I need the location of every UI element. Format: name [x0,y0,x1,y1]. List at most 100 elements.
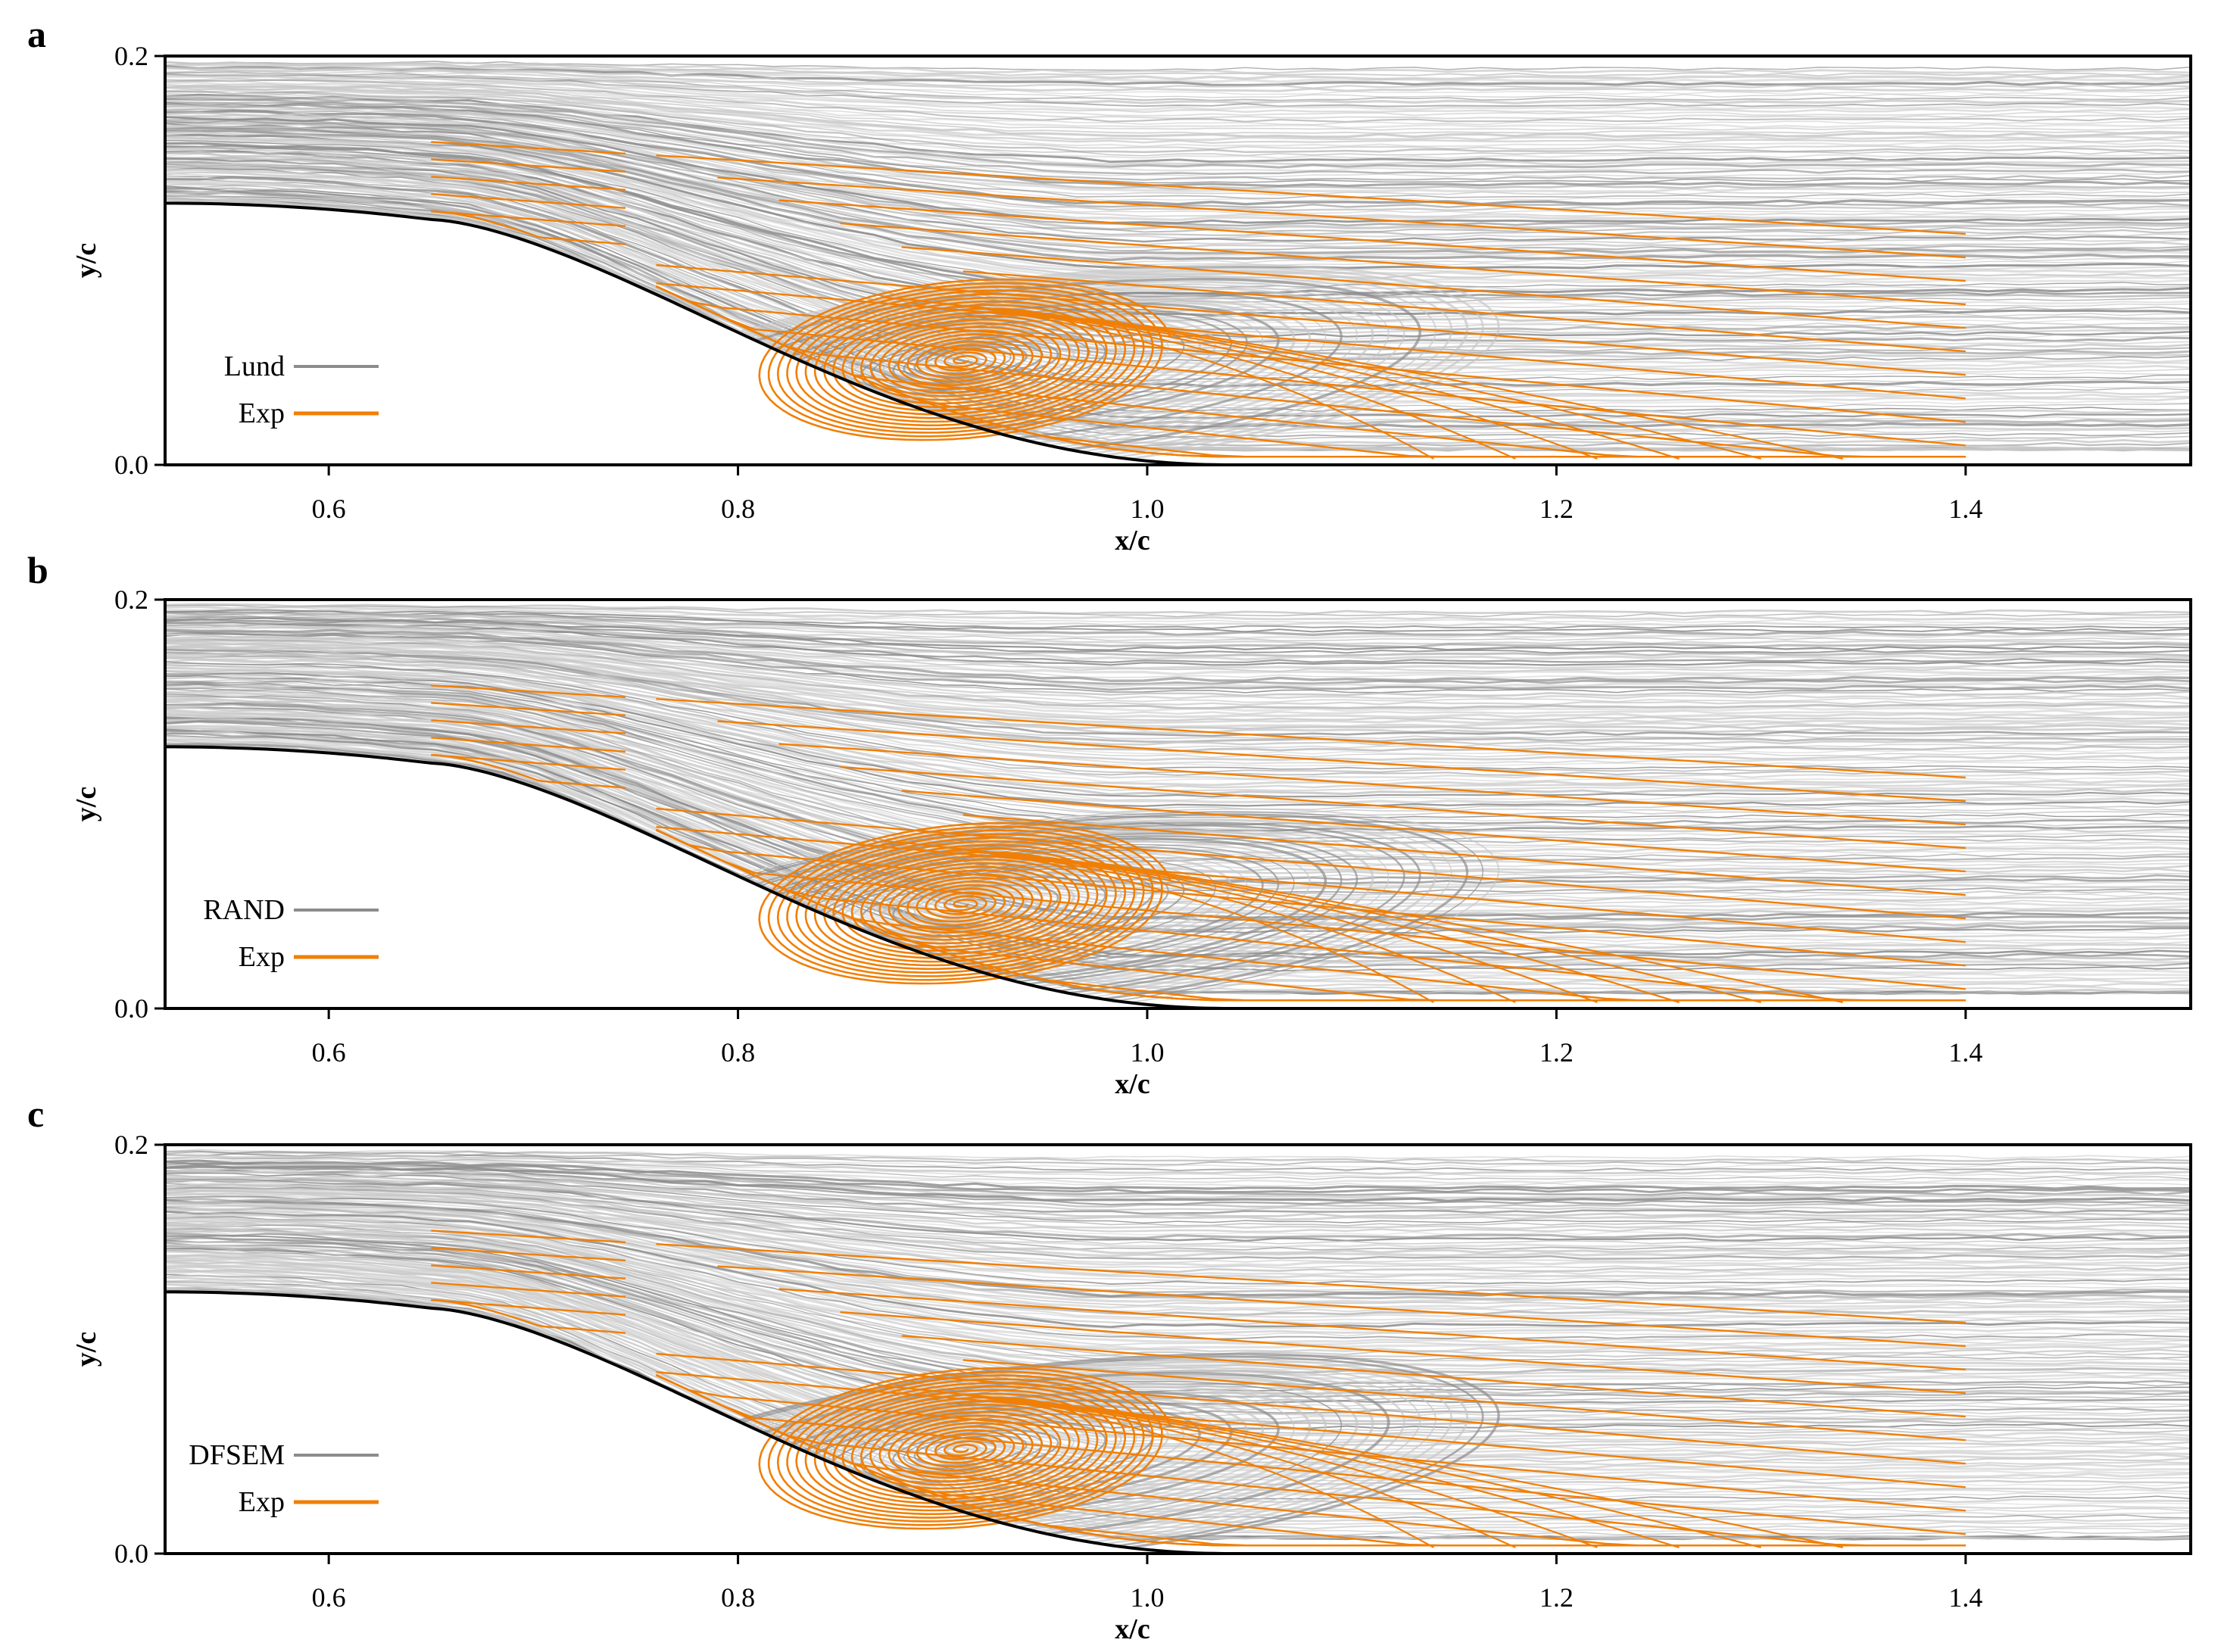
sim-streamline [165,89,2191,150]
exp-streamline [431,210,626,245]
y-axis-label: y/c [70,1332,102,1367]
x-tick-label: 0.8 [721,1582,755,1613]
plot-area [165,1149,2191,1554]
sim-streamline [165,114,2191,214]
x-tick-label: 1.4 [1948,494,1982,524]
y-tick-label: 0.2 [114,584,148,615]
exp-streamline [431,702,626,716]
sim-streamline [165,120,2191,233]
sim-streamline [165,637,2191,703]
sim-streamline [165,604,2191,618]
sim-streamline [165,650,2191,740]
x-axis-label: x/c [1115,1613,1149,1645]
experimental-streamlines [431,1230,1966,1548]
panel-b: 0.6 0.8 1.0 1.2 1.4 0.0 0.2 x/c y/c b RAND Exp [27,549,2192,1100]
sim-streamline [165,1184,2191,1258]
sim-streamline [165,1255,2191,1445]
sim-streamline [165,633,2191,697]
sim-streamline [165,121,2191,239]
sim-streamline [165,85,2191,142]
sim-streamline [165,653,2191,750]
sim-streamline [165,1210,2191,1329]
sim-streamline [165,61,2191,71]
sim-streamline [165,711,2191,906]
sim-streamline [165,63,2191,81]
sim-streamline [165,731,2191,966]
panel-letter: a [27,13,46,55]
plot-area [165,61,2191,465]
panel-letter: b [27,549,48,591]
x-tick-label: 0.8 [721,494,755,524]
exp-vortex-spiral [758,1367,1171,1530]
sim-streamline [165,171,2191,372]
exp-streamline [717,1265,1966,1348]
sim-streamline [165,70,2191,95]
panel-letter: c [27,1093,44,1135]
sim-streamline [165,683,2191,829]
exp-streamline [431,754,626,771]
exp-streamline [431,1264,626,1280]
sim-streamline [165,1162,2191,1196]
sim-vortex-ring [892,1429,1059,1473]
sim-streamline [165,1203,2191,1310]
sim-streamline [165,1197,2191,1291]
sim-streamline [165,665,2191,780]
exp-reattach-line [1044,313,1761,460]
sim-streamline [165,129,2191,258]
x-tick-label: 1.4 [1948,1582,1982,1613]
sim-streamline [165,1217,2191,1351]
sim-streamline [165,1186,2191,1261]
sim-streamline [165,605,2191,621]
exp-streamline [840,1311,1966,1395]
sim-streamline [165,619,2191,661]
exp-streamline [431,1299,626,1316]
exp-streamline [431,737,626,753]
sim-streamline [165,96,2191,169]
sim-streamline [165,618,2191,654]
sim-streamline [165,641,2191,715]
sim-streamline [165,132,2191,267]
x-tick-label: 0.6 [312,494,346,524]
sim-streamline [165,86,2191,145]
x-tick-label: 0.6 [312,1037,346,1068]
exp-streamline [431,141,626,154]
simulation-streamlines [165,61,2191,465]
exp-streamline [717,176,1966,259]
exp-streamline [655,829,1966,1002]
sim-streamline [165,176,2191,388]
sim-streamline [165,734,2191,972]
exp-reattach-line [1085,316,1843,460]
exp-streamline [901,246,1966,329]
x-axis-label: x/c [1115,1068,1149,1100]
sim-streamline [165,611,2191,637]
sim-streamline [165,702,2191,882]
exp-streamline [778,1288,1966,1371]
exp-streamline [656,698,1966,779]
sim-streamline [165,79,2191,123]
exp-streamline [717,720,1966,803]
sim-streamline [165,698,2191,870]
sim-streamline [165,67,2191,92]
sim-streamline [165,109,2191,202]
plot-area [165,603,2191,1008]
sim-streamline [165,92,2191,157]
exp-streamline [778,743,1966,826]
sim-streamline [165,633,2191,694]
sim-streamline [165,167,2191,363]
exp-streamline [962,814,1966,896]
sim-streamline [165,95,2191,166]
sim-streamline [165,1170,2191,1218]
sim-streamline [165,1230,2191,1383]
legend: RAND Exp [203,894,379,973]
plot-frame [164,1143,2192,1555]
sim-streamline [165,616,2191,649]
sim-streamline [165,726,2191,950]
exp-streamline [656,263,1966,376]
x-tick-label: 1.2 [1539,494,1574,524]
sim-streamline [165,658,2191,765]
sim-streamline [165,1178,2191,1239]
sim-streamline [165,656,2191,755]
exp-reattach-line [1085,860,1843,1003]
exp-streamline [431,1299,626,1334]
exp-streamline [431,719,626,734]
